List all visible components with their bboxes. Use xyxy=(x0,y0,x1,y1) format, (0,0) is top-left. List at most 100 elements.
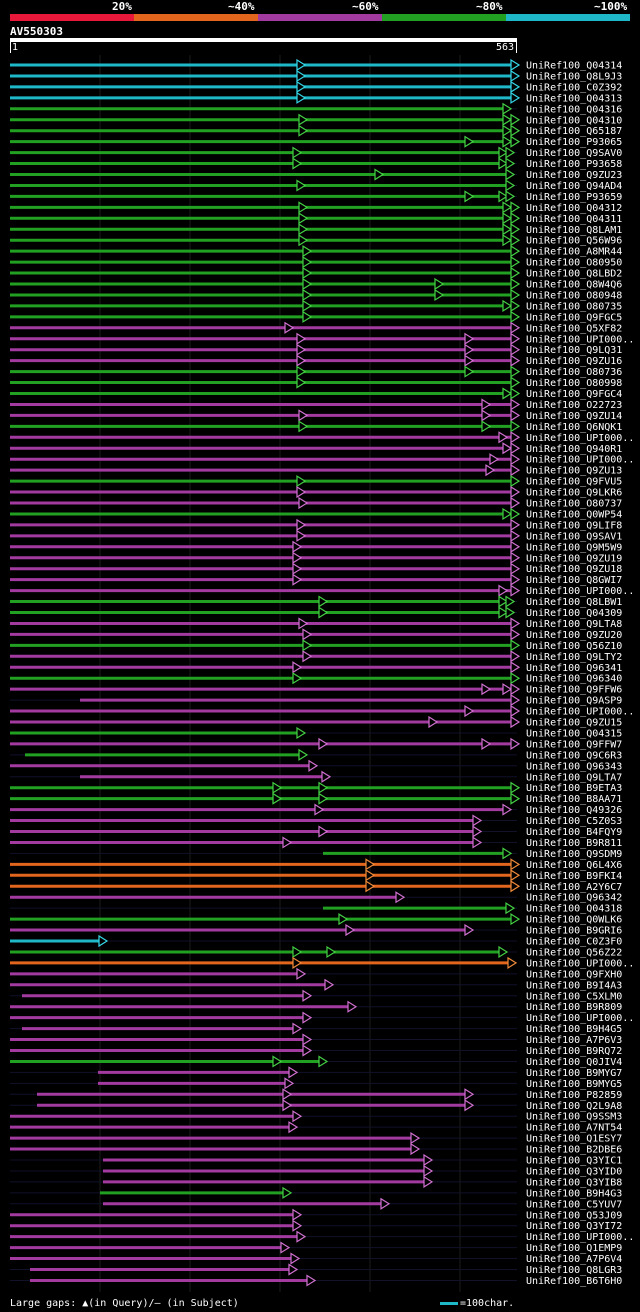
hit-row[interactable]: UniRef100_Q04314 xyxy=(10,58,622,72)
hit-row[interactable]: UniRef100_Q04311 xyxy=(10,212,622,225)
hit-label[interactable]: UniRef100_B9H4G3 xyxy=(526,1188,622,1199)
hit-row[interactable]: UniRef100_UPI000.. xyxy=(10,956,634,970)
hit-row[interactable]: UniRef100_P82859 xyxy=(10,1088,622,1101)
hit-label[interactable]: UniRef100_P93658 xyxy=(526,159,622,170)
hit-row[interactable]: UniRef100_Q9LTA8 xyxy=(10,617,622,630)
hit-row[interactable]: UniRef100_Q9FFW6 xyxy=(10,683,622,696)
hit-label[interactable]: UniRef100_Q96342 xyxy=(526,893,622,904)
hit-label[interactable]: UniRef100_Q3YI72 xyxy=(526,1221,622,1232)
hit-row[interactable]: UniRef100_Q9SSM3 xyxy=(10,1110,622,1123)
hit-label[interactable]: UniRef100_Q8L9J3 xyxy=(526,71,622,82)
hit-row[interactable]: UniRef100_B9ETA3 xyxy=(10,781,622,795)
hit-label[interactable]: UniRef100_UPI000.. xyxy=(526,707,634,718)
hit-row[interactable]: UniRef100_O80735 xyxy=(10,299,622,313)
hit-label[interactable]: UniRef100_Q04311 xyxy=(526,214,622,225)
hit-row[interactable]: UniRef100_Q49326 xyxy=(10,803,622,817)
hit-row[interactable]: UniRef100_A2Y6C7 xyxy=(10,880,622,893)
hit-label[interactable]: UniRef100_Q5XF82 xyxy=(526,323,622,334)
hit-row[interactable]: UniRef100_P93065 xyxy=(10,135,622,149)
hit-label[interactable]: UniRef100_A2Y6C7 xyxy=(526,882,622,893)
hit-label[interactable]: UniRef100_Q9FGC5 xyxy=(526,312,622,323)
hit-row[interactable]: UniRef100_A8MR44 xyxy=(10,245,622,258)
hit-row[interactable]: UniRef100_Q9ZU13 xyxy=(10,464,622,477)
hit-label[interactable]: UniRef100_Q9ZU20 xyxy=(526,630,622,641)
hit-row[interactable]: UniRef100_Q9LIF8 xyxy=(10,518,622,532)
hit-label[interactable]: UniRef100_B8AA71 xyxy=(526,794,622,805)
hit-row[interactable]: UniRef100_O80736 xyxy=(10,365,622,379)
hit-label[interactable]: UniRef100_UPI000.. xyxy=(526,1232,634,1243)
hit-label[interactable]: UniRef100_B4FQY9 xyxy=(526,827,622,838)
hit-row[interactable]: UniRef100_Q8LBD2 xyxy=(10,266,622,280)
hit-label[interactable]: UniRef100_Q9LIF8 xyxy=(526,520,622,531)
hit-row[interactable]: UniRef100_B9H4G3 xyxy=(10,1186,622,1200)
hit-row[interactable]: UniRef100_Q53J09 xyxy=(10,1208,622,1222)
hit-row[interactable]: UniRef100_Q3YID0 xyxy=(10,1164,622,1178)
hit-row[interactable]: UniRef100_Q04315 xyxy=(10,726,622,740)
hit-label[interactable]: UniRef100_Q8LAM1 xyxy=(526,225,622,236)
hit-label[interactable]: UniRef100_B9MYG7 xyxy=(526,1068,622,1079)
hit-label[interactable]: UniRef100_O80737 xyxy=(526,499,622,510)
hit-label[interactable]: UniRef100_Q9LQ31 xyxy=(526,345,622,356)
hit-row[interactable]: UniRef100_Q96343 xyxy=(10,759,622,773)
hit-row[interactable]: UniRef100_Q96341 xyxy=(10,661,622,674)
hit-label[interactable]: UniRef100_Q9FVU5 xyxy=(526,477,622,488)
hit-label[interactable]: UniRef100_Q0WP54 xyxy=(526,509,622,520)
hit-row[interactable]: UniRef100_B9MYG5 xyxy=(10,1077,622,1090)
hit-label[interactable]: UniRef100_Q04314 xyxy=(526,61,622,72)
hit-row[interactable]: UniRef100_Q8LAM1 xyxy=(10,223,622,236)
hit-row[interactable]: UniRef100_A7P6V3 xyxy=(10,1033,622,1047)
hit-label[interactable]: UniRef100_A7NT54 xyxy=(526,1123,622,1134)
hit-row[interactable]: UniRef100_Q9M5W9 xyxy=(10,540,622,554)
hit-label[interactable]: UniRef100_O80998 xyxy=(526,378,622,389)
hit-label[interactable]: UniRef100_A7P6V4 xyxy=(526,1254,622,1265)
hit-label[interactable]: UniRef100_Q9ZU14 xyxy=(526,411,622,422)
hit-label[interactable]: UniRef100_Q6L4X6 xyxy=(526,860,622,871)
hit-row[interactable]: UniRef100_B6T6H0 xyxy=(10,1274,622,1287)
hit-label[interactable]: UniRef100_P82859 xyxy=(526,1090,622,1101)
hit-row[interactable]: UniRef100_Q04312 xyxy=(10,201,622,214)
hit-row[interactable]: UniRef100_Q96342 xyxy=(10,891,622,904)
hit-row[interactable]: UniRef100_P93658 xyxy=(10,157,622,171)
hit-label[interactable]: UniRef100_Q9ZU19 xyxy=(526,553,622,564)
hit-label[interactable]: UniRef100_Q8LBD2 xyxy=(526,269,622,280)
hit-label[interactable]: UniRef100_Q9FFW6 xyxy=(526,685,622,696)
hit-row[interactable]: UniRef100_Q0WLK6 xyxy=(10,913,622,926)
hit-label[interactable]: UniRef100_Q9FFW7 xyxy=(526,739,622,750)
hit-row[interactable]: UniRef100_Q3YIB8 xyxy=(10,1175,622,1189)
hit-row[interactable]: UniRef100_Q1EMP9 xyxy=(10,1241,622,1255)
hit-label[interactable]: UniRef100_Q9ZU18 xyxy=(526,564,622,575)
hit-label[interactable]: UniRef100_Q3YID0 xyxy=(526,1166,622,1177)
hit-label[interactable]: UniRef100_Q04309 xyxy=(526,608,622,619)
hit-label[interactable]: UniRef100_Q9ZU15 xyxy=(526,718,622,729)
hit-label[interactable]: UniRef100_UPI000.. xyxy=(526,455,634,466)
hit-row[interactable]: UniRef100_C5Z0S3 xyxy=(10,814,622,828)
hit-label[interactable]: UniRef100_Q0JIV4 xyxy=(526,1057,622,1068)
hit-label[interactable]: UniRef100_Q53J09 xyxy=(526,1210,622,1221)
hit-row[interactable]: UniRef100_Q04309 xyxy=(10,606,622,620)
hit-label[interactable]: UniRef100_A7P6V3 xyxy=(526,1035,622,1046)
hit-label[interactable]: UniRef100_Q9SAV1 xyxy=(526,531,622,542)
hit-label[interactable]: UniRef100_Q49326 xyxy=(526,805,622,816)
hit-label[interactable]: UniRef100_Q940R1 xyxy=(526,444,622,455)
hit-row[interactable]: UniRef100_B9RQ72 xyxy=(10,1044,622,1058)
hit-row[interactable]: UniRef100_Q0WP54 xyxy=(10,507,622,521)
hit-label[interactable]: UniRef100_Q1ESY7 xyxy=(526,1134,622,1145)
hit-label[interactable]: UniRef100_Q9LKR6 xyxy=(526,488,622,499)
hit-label[interactable]: UniRef100_C5YUV7 xyxy=(526,1199,622,1210)
hit-label[interactable]: UniRef100_Q56W96 xyxy=(526,236,622,247)
hit-row[interactable]: UniRef100_Q9LTY2 xyxy=(10,650,622,663)
hit-row[interactable]: UniRef100_O80948 xyxy=(10,288,622,302)
hit-label[interactable]: UniRef100_Q96341 xyxy=(526,663,622,674)
hit-row[interactable]: UniRef100_UPI000.. xyxy=(10,1011,634,1025)
hit-label[interactable]: UniRef100_Q0WLK6 xyxy=(526,915,622,926)
hit-label[interactable]: UniRef100_Q9LTA7 xyxy=(526,772,622,783)
hit-row[interactable]: UniRef100_B4FQY9 xyxy=(10,825,622,839)
hit-label[interactable]: UniRef100_Q9FGC4 xyxy=(526,389,622,400)
hit-label[interactable]: UniRef100_Q04318 xyxy=(526,904,622,915)
hit-label[interactable]: UniRef100_B9I4A3 xyxy=(526,980,622,991)
hit-label[interactable]: UniRef100_Q56Z22 xyxy=(526,947,622,958)
hit-row[interactable]: UniRef100_A7P6V4 xyxy=(10,1252,622,1266)
hit-row[interactable]: UniRef100_B8AA71 xyxy=(10,792,622,806)
hit-label[interactable]: UniRef100_Q96343 xyxy=(526,761,622,772)
hit-label[interactable]: UniRef100_P93065 xyxy=(526,137,622,148)
